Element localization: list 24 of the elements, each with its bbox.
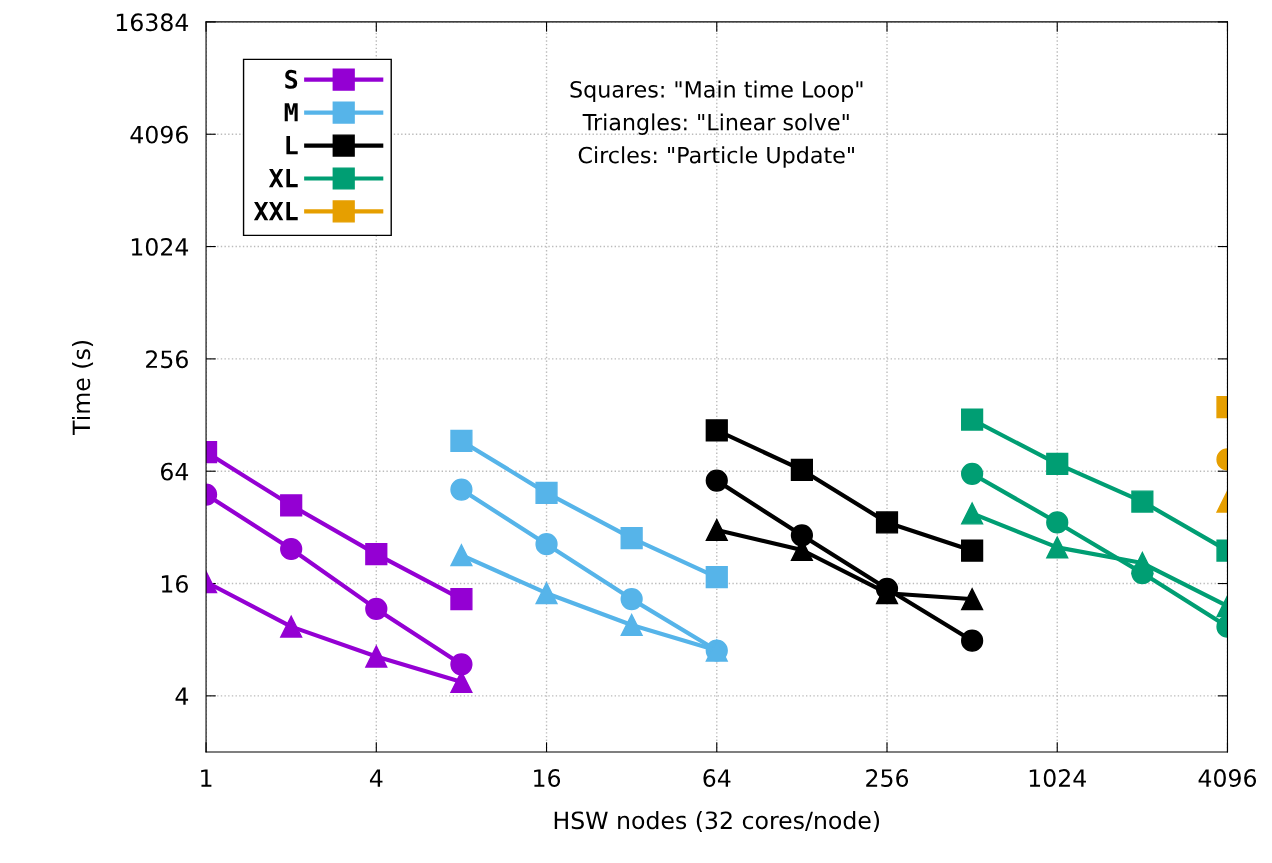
- x-tick-label: 64: [703, 769, 731, 787]
- x-tick-label: 4: [369, 769, 383, 787]
- x-axis-title: HSW nodes (32 cores/node): [554, 810, 880, 833]
- legend-label: XL: [268, 169, 298, 188]
- y-tick-label: 256: [146, 350, 188, 369]
- legend-label: S: [285, 69, 298, 89]
- y-tick-label: 16384: [116, 13, 189, 32]
- y-tick-label: 4: [175, 687, 189, 705]
- y-tick-label: 4096: [130, 125, 188, 144]
- annotation: Triangles: "Linear solve": [582, 113, 849, 135]
- y-tick-label: 1024: [131, 238, 189, 256]
- legend-label: L: [286, 136, 298, 155]
- legend-label: M: [284, 103, 298, 122]
- x-tick-label: 4096: [1198, 769, 1257, 787]
- y-tick-label: 64: [161, 462, 189, 481]
- y-tick-label: 16: [161, 574, 188, 593]
- annotation: Squares: "Main time Loop": [570, 80, 863, 103]
- legend-label: XXL: [253, 201, 298, 221]
- y-axis-title: Time (s): [71, 341, 94, 436]
- x-tick-label: 16: [534, 769, 561, 787]
- x-tick-label: 256: [866, 769, 909, 787]
- x-tick-label: 1: [201, 769, 212, 787]
- x-tick-label: 1024: [1029, 769, 1086, 787]
- annotation: Circles: "Particle Update": [578, 146, 854, 168]
